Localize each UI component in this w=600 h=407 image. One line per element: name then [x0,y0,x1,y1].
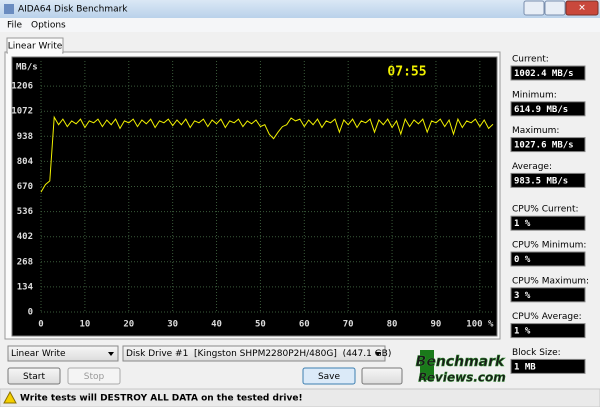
title-bar [0,0,600,18]
window-title: AIDA64 Disk Benchmark [18,5,128,15]
minimize-button[interactable] [523,0,545,16]
start-button[interactable] [7,367,61,385]
menu-bar [0,18,600,32]
logo-bars [420,350,434,380]
y-tick-label: 0 [28,308,33,318]
y-tick-label: 670 [17,182,33,192]
y-tick-label: 1072 [11,107,33,117]
x-tick-label: 80 [387,320,398,330]
logo-text: Reviews.com [418,371,506,385]
tab-label[interactable]: Linear Write [8,42,63,52]
test-select[interactable] [7,345,119,362]
drive-select-label[interactable]: Disk Drive #1 [Kingston SHPM2280P2H/480G… [126,349,391,359]
x-tick-label: 40 [211,320,222,330]
stat-label: CPU% Current: [512,205,579,215]
stop-label[interactable]: Stop [84,372,105,382]
stat-value: 1002.4 MB/s [514,69,574,79]
stat-value: 983.5 MB/s [514,176,568,186]
stat-box [510,101,586,117]
save-label[interactable]: Save [318,372,341,382]
dropdown-arrow [108,352,114,356]
menu-file[interactable]: File [7,21,23,31]
stat-value: 614.9 MB/s [514,105,568,115]
x-tick-label: 20 [123,320,134,330]
stat-label: Block Size: [512,348,561,358]
app-icon [4,4,14,14]
stat-value: 1027.6 MB/s [514,141,574,151]
stat-box [510,215,586,231]
x-tick-label: 50 [255,320,266,330]
stat-label: CPU% Average: [512,312,582,322]
stat-value: 1 MB [514,362,536,372]
x-tick-label: 100 % [466,320,494,330]
warning-text: Write tests will DESTROY ALL DATA on the… [20,394,303,404]
stop-button[interactable] [67,367,121,385]
stat-value: 3 % [514,291,531,301]
chart-bg [11,56,498,337]
stat-value: 1 % [514,219,531,229]
menu-options[interactable]: Options [31,21,66,31]
stat-label: CPU% Minimum: [512,241,586,251]
status-bar [0,388,600,407]
data-line [40,115,494,193]
x-tick-label: 90 [431,320,442,330]
y-tick-label: 804 [17,157,34,167]
drive-select[interactable] [122,345,386,362]
y-tick-label: 268 [17,257,33,267]
x-tick-label: 10 [79,320,90,330]
stat-value: 0 % [514,255,531,265]
stat-box [510,172,586,188]
stat-label: Maximum: [512,126,559,136]
y-tick-label: 402 [17,232,33,242]
x-tick-label: 30 [167,320,178,330]
stat-box [510,323,586,339]
close-x: ✕ [578,4,586,14]
stat-value: 1 % [514,327,531,337]
test-select-label[interactable]: Linear Write [11,349,66,359]
warning-icon [3,390,17,404]
y-tick-label: 1206 [11,82,33,92]
maximize-button[interactable] [544,0,566,16]
dropdown-arrow [375,352,381,356]
stat-label: Current: [512,55,549,65]
stat-box [510,65,586,81]
y-tick-label: 938 [17,132,33,142]
stat-box [510,287,586,303]
tab-join [8,51,62,54]
y-tick-label: 536 [17,207,33,217]
save-button[interactable] [302,367,356,385]
stat-label: CPU% Maximum: [512,276,589,286]
stat-box [510,137,586,153]
stat-label: Average: [512,162,552,172]
start-label[interactable]: Start [23,372,45,382]
timer: 07:55 [387,65,426,80]
stat-box [510,251,586,267]
x-tick-label: 60 [299,320,310,330]
x-tick-label: 70 [343,320,354,330]
close-button[interactable] [565,0,599,16]
y-tick-label: 134 [17,282,34,292]
x-tick-label: 0 [38,320,43,330]
logo-text: Benchmark [416,354,506,370]
y-axis-label: MB/s [16,63,38,73]
stat-box [510,358,586,374]
stat-label: Minimum: [512,90,557,100]
clear-button[interactable] [361,367,403,385]
